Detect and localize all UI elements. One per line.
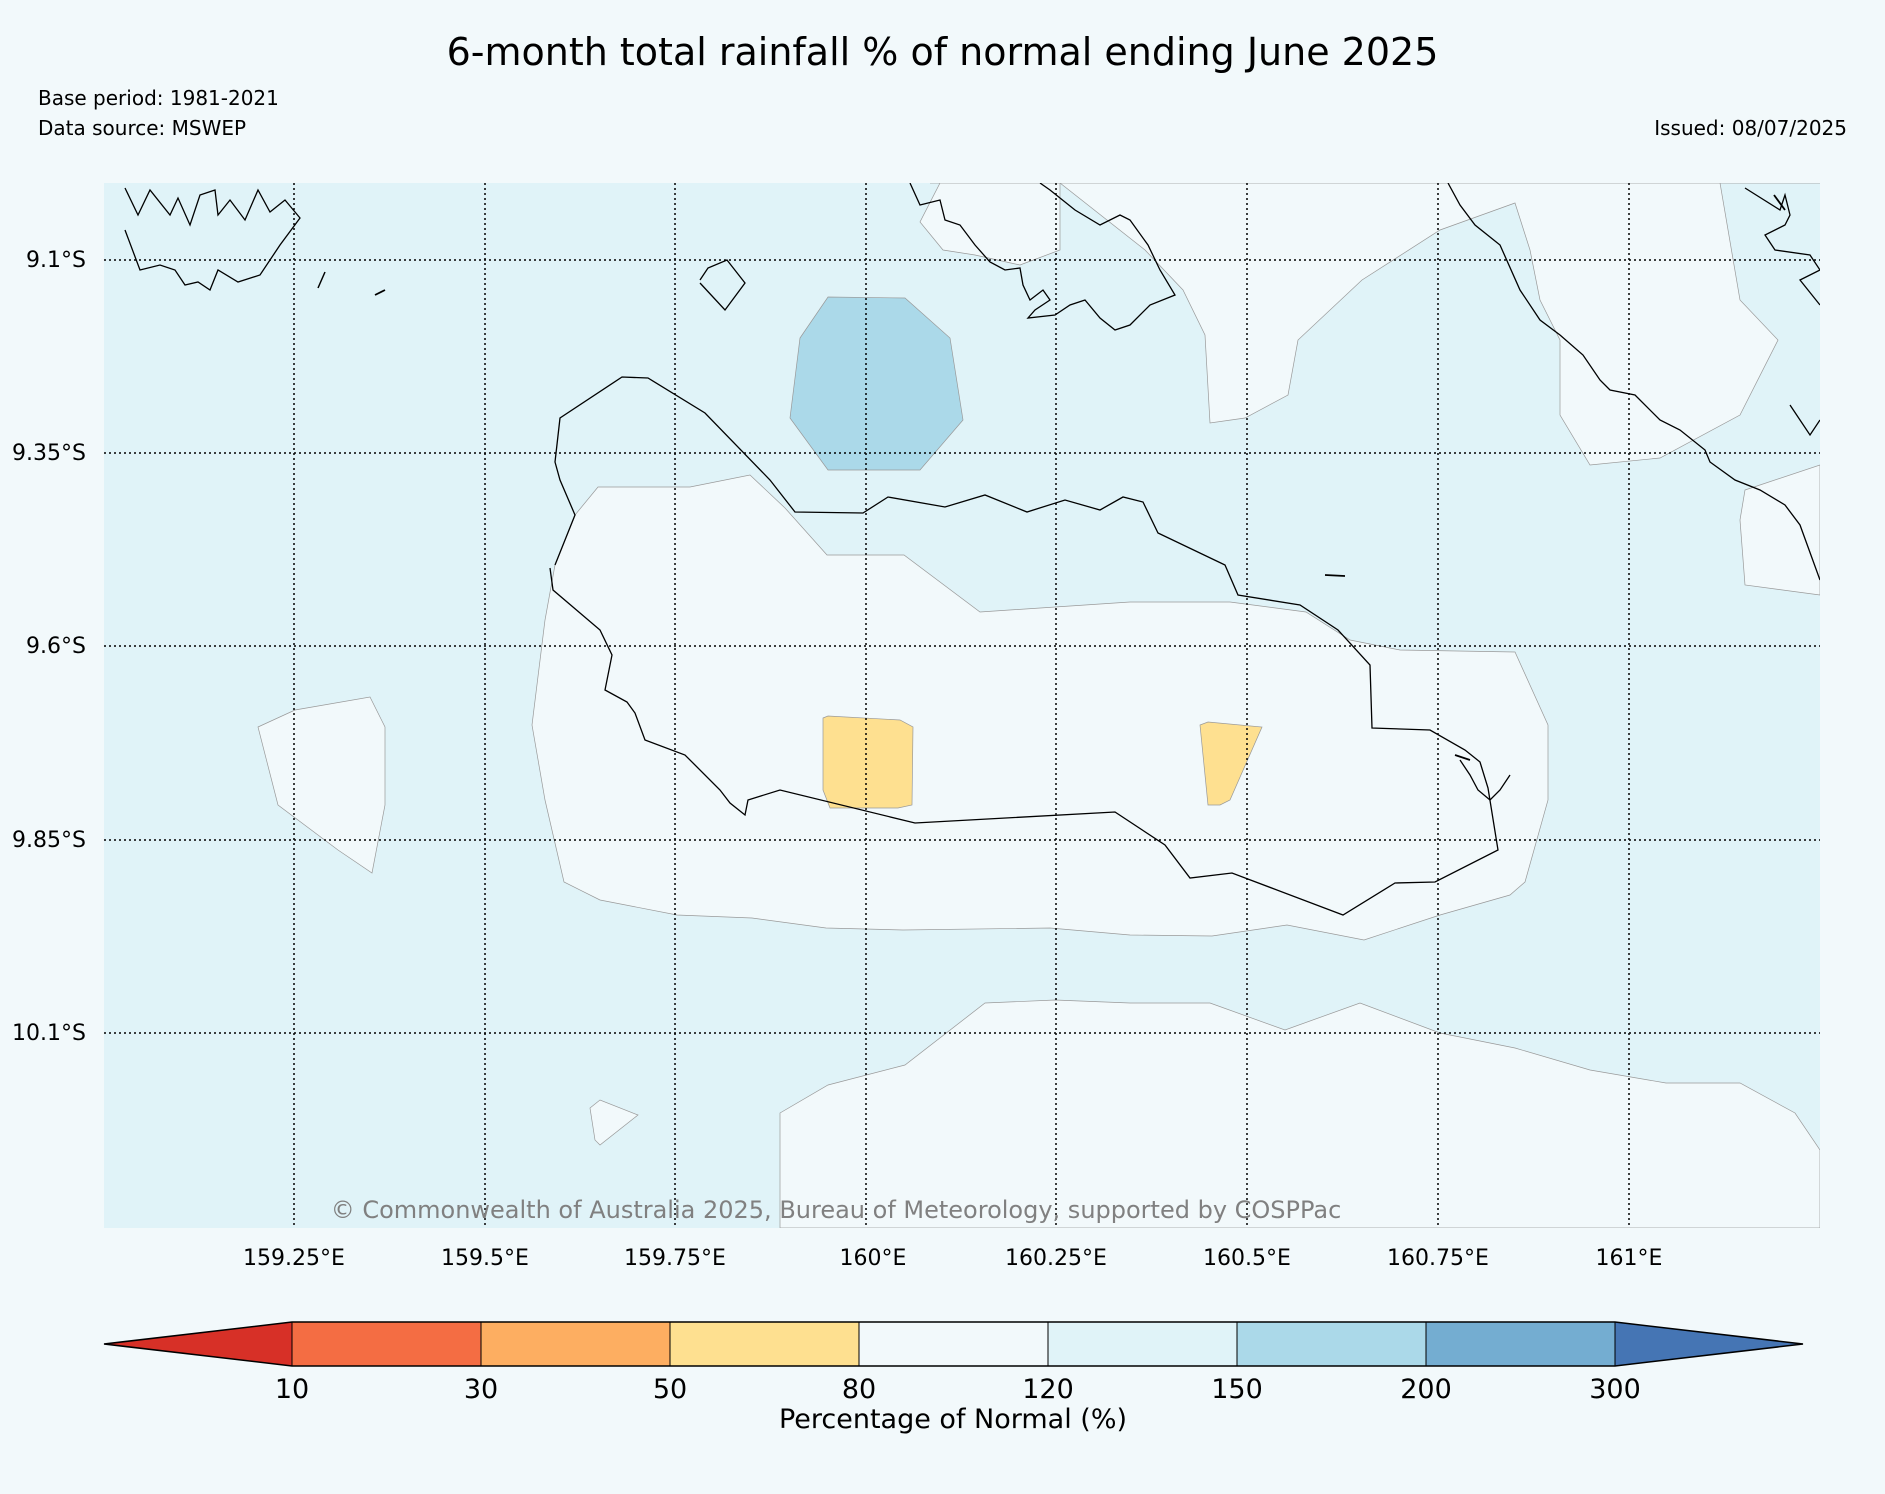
lat-label: 9.1°S <box>26 248 86 273</box>
coastline-east-coast <box>1459 759 1511 801</box>
map-title: 6-month total rainfall % of normal endin… <box>446 30 1439 74</box>
colorbar-tick-label: 10 <box>275 1374 309 1405</box>
contour-80-120-region <box>919 183 1061 266</box>
coastline-east-coast <box>1789 404 1820 437</box>
lon-label: 159.25°E <box>243 1246 345 1271</box>
coastline-north-islands <box>124 187 301 291</box>
colorbar-tick-label: 200 <box>1400 1374 1452 1405</box>
lon-label: 160.5°E <box>1203 1246 1291 1271</box>
coastline-north-islands <box>699 259 746 312</box>
colorbar-segment <box>104 1322 292 1366</box>
data-source-text: Data source: MSWEP <box>38 116 247 140</box>
colorbar-segment <box>292 1322 481 1366</box>
lat-label: 10.1°S <box>12 1021 86 1046</box>
coastline-east-coast <box>1744 187 1820 306</box>
lat-label: 9.35°S <box>12 441 86 466</box>
colorbar-segment <box>1615 1322 1803 1366</box>
colorbar-tick-label: 80 <box>842 1374 876 1405</box>
contour-80-120-region <box>589 1099 639 1146</box>
contour-80-120-region <box>257 696 386 874</box>
base-period-text: Base period: 1981-2021 <box>38 86 279 110</box>
lat-label: 9.85°S <box>12 828 86 853</box>
lon-label: 159.5°E <box>441 1246 529 1271</box>
lon-label: 160.25°E <box>1005 1246 1107 1271</box>
colorbar <box>103 1321 1804 1367</box>
coastline-east-coast <box>1447 183 1820 581</box>
gridlines <box>104 183 1820 1228</box>
contour-150-200-region <box>789 296 964 471</box>
colorbar-title: Percentage of Normal (%) <box>779 1404 1127 1435</box>
colorbar-tick-label: 300 <box>1589 1374 1641 1405</box>
contour-50-80-region <box>1199 721 1263 806</box>
contour-50-80-region <box>822 715 914 809</box>
lon-label: 159.75°E <box>624 1246 726 1271</box>
coastline-main-island <box>549 376 1499 916</box>
issued-date-text: Issued: 08/07/2025 <box>1654 116 1847 140</box>
colorbar-segment <box>859 1322 1048 1366</box>
colorbar-tick-label: 30 <box>464 1374 498 1405</box>
contour-80-120-region <box>531 474 1549 941</box>
coastlines <box>124 183 1820 916</box>
coastline-north-islands <box>909 183 1176 331</box>
colorbar-segment <box>481 1322 670 1366</box>
lat-label: 9.6°S <box>26 634 86 659</box>
colorbar-segment <box>670 1322 859 1366</box>
colorbar-tick-label: 150 <box>1211 1374 1263 1405</box>
contour-80-120-region <box>1739 464 1820 596</box>
lon-label: 160.75°E <box>1387 1246 1489 1271</box>
copyright-notice: © Commonwealth of Australia 2025, Bureau… <box>331 1196 1342 1224</box>
colorbar-segment <box>1237 1322 1426 1366</box>
colorbar-segment <box>1426 1322 1615 1366</box>
colorbar-tick-label: 120 <box>1022 1374 1074 1405</box>
lon-label: 161°E <box>1596 1246 1663 1271</box>
lon-label: 160°E <box>840 1246 907 1271</box>
colorbar-segment <box>1048 1322 1237 1366</box>
colorbar-tick-label: 50 <box>653 1374 687 1405</box>
